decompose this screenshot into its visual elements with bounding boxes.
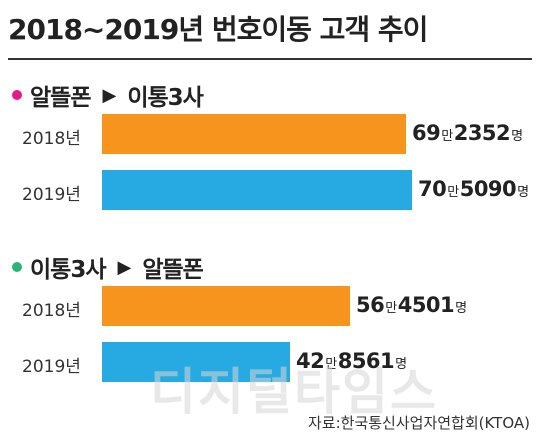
series-header-1: 알뜰폰 ▶ 이통3사 [12, 78, 204, 112]
series-to-label: 알뜰폰 [142, 257, 203, 283]
data-label: 70만5090명 [418, 177, 529, 201]
right-triangle-icon: ▶ [102, 84, 116, 106]
title-divider [8, 58, 532, 60]
source-note: 자료:한국통신사업자연합회(KTOA) [308, 414, 530, 432]
bar-1-2018년 [102, 114, 406, 154]
legend-dot [12, 262, 22, 272]
category-label: 2019년 [22, 357, 81, 377]
right-triangle-icon: ▶ [117, 256, 131, 278]
series-from-label: 알뜰폰 [30, 85, 91, 111]
data-label: 42만8561명 [296, 349, 407, 373]
bar-2-2018년 [102, 286, 350, 326]
data-label: 56만4501명 [356, 293, 467, 317]
bar-2-2019년 [102, 342, 290, 382]
watermark: 디지털타임스 [150, 363, 438, 421]
category-label: 2019년 [22, 185, 81, 205]
bar-1-2019년 [102, 170, 412, 210]
series-to-label: 이통3사 [127, 85, 203, 111]
data-label: 69만2352명 [412, 121, 523, 145]
legend-dot [12, 90, 22, 100]
category-label: 2018년 [22, 129, 81, 149]
series-from-label: 이통3사 [30, 257, 106, 283]
category-label: 2018년 [22, 301, 81, 321]
chart-title: 2018~2019년 번호이동 고객 추이 [8, 13, 428, 46]
series-header-2: 이통3사 ▶ 알뜰폰 [12, 250, 204, 284]
